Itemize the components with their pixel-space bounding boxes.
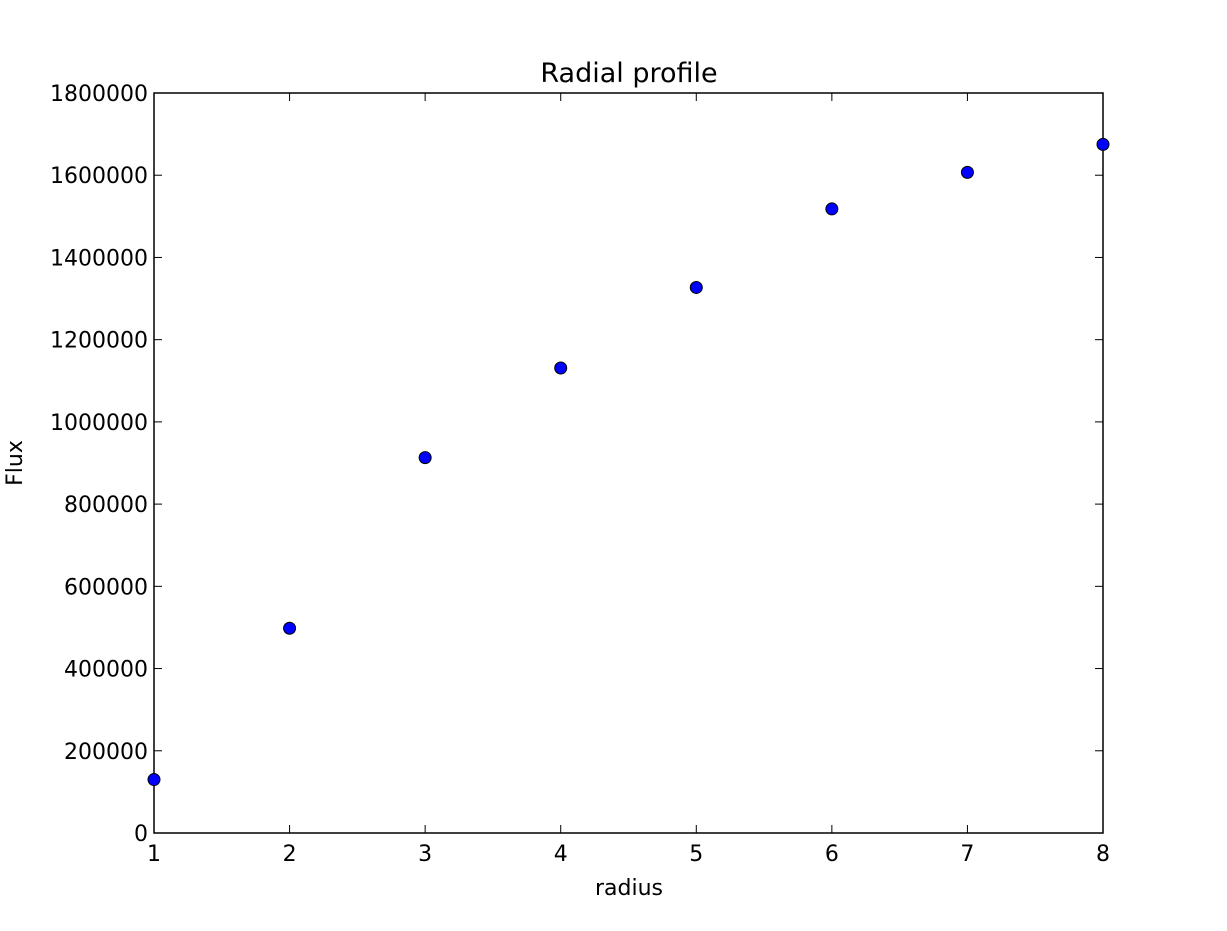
x-axis-ticks: 1 2 3 4 5 6 7 8 [147, 93, 1110, 867]
plot-area: 1 2 3 4 5 6 7 8 0 200000 400000 600000 800000 100000… [50, 82, 1110, 867]
y-tick-label: 400000 [64, 658, 148, 683]
y-tick-label: 200000 [64, 740, 148, 765]
data-point [554, 361, 568, 375]
y-tick-label: 1600000 [50, 164, 148, 189]
y-tick-label: 1200000 [50, 329, 148, 354]
plot-frame [153, 92, 1104, 834]
data-point [147, 773, 161, 787]
x-tick-label: 1 [147, 842, 161, 867]
data-point [825, 202, 839, 216]
x-axis-label: radius [595, 876, 663, 901]
x-tick-label: 5 [689, 842, 703, 867]
data-point [960, 165, 974, 179]
y-tick-label: 0 [134, 822, 148, 847]
chart-title: Radial profile [540, 58, 717, 89]
x-tick-label: 8 [1096, 842, 1110, 867]
data-point [418, 451, 432, 465]
y-axis-ticks: 0 200000 400000 600000 800000 1000000 1200000 1… [50, 82, 1103, 847]
x-tick-label: 6 [825, 842, 839, 867]
data-point [1096, 137, 1110, 151]
y-tick-label: 1800000 [50, 82, 148, 107]
y-tick-label: 1000000 [50, 411, 148, 436]
y-tick-label: 800000 [64, 493, 148, 518]
data-point [689, 280, 703, 294]
x-tick-label: 2 [283, 842, 297, 867]
data-point [283, 621, 297, 635]
y-tick-label: 600000 [64, 575, 148, 600]
x-tick-label: 4 [554, 842, 568, 867]
y-tick-label: 1400000 [50, 246, 148, 271]
x-tick-label: 3 [418, 842, 432, 867]
x-tick-label: 7 [960, 842, 974, 867]
data-points [147, 137, 1110, 787]
y-axis-label: Flux [3, 440, 28, 486]
